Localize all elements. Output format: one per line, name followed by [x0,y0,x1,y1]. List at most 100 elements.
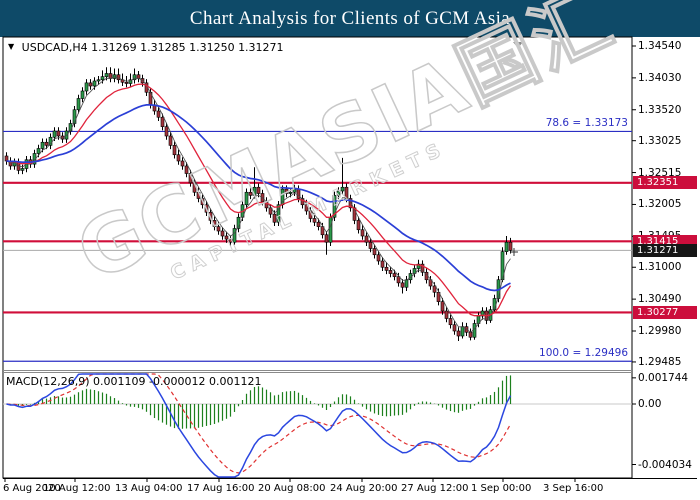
candle-body [132,74,137,81]
candle-body [432,285,437,293]
candle-body [268,207,273,215]
candle-body [348,198,353,209]
candle-body [228,238,233,243]
candle-body [368,241,373,249]
candle-body [248,191,253,196]
candle-body [76,98,81,111]
candle-body [172,145,177,156]
macd-tick-label: 0.00 [638,398,662,410]
candle-body [480,310,485,317]
candle-body [420,263,425,273]
time-tick-label: 10 Aug 12:00 [43,483,111,494]
price-badge-1.31271: 1.31271 [633,243,697,257]
candle-body [400,282,405,288]
quote-ohlc: 1.31269 1.31285 1.31250 1.31271 [91,41,284,54]
candle-body [252,186,257,196]
candle-body [324,234,329,243]
candle-body [396,276,401,284]
macd-signal-line [6,373,512,474]
candle-body [72,109,77,124]
candle-body [224,235,229,240]
candle-body [80,90,85,99]
candle-body [392,273,397,277]
symbol-label: USDCAD,H4 [21,41,88,54]
candle-body [316,221,321,227]
candle-body [196,191,201,199]
candle-body [216,226,221,232]
macd-line [6,373,512,478]
fibonacci-label-78.6: 78.6 = 1.33173 [545,117,628,130]
chevron-down-icon[interactable]: ▼ [8,42,15,51]
candle-body [380,260,385,268]
macd-indicator-label: MACD(12,26,9) 0.001109 -0.000012 0.00112… [6,375,262,388]
price-tick-label: 1.34540 [638,40,682,52]
candle-body [92,80,97,87]
candle-body [124,81,129,84]
symbol-header[interactable]: ▼ USDCAD,H4 1.31269 1.31285 1.31250 1.31… [8,41,284,54]
time-tick-label: 27 Aug 12:00 [401,483,469,494]
candle-body [372,248,377,256]
time-tick-label: 20 Aug 08:00 [258,483,326,494]
candle-body [244,191,249,206]
candle-body [308,210,313,219]
time-tick-label: 13 Aug 04:00 [115,483,183,494]
candle-body [56,130,61,137]
candle-body [160,116,165,127]
candle-body [336,190,341,196]
candle-body [440,301,445,312]
candle-body [404,279,409,288]
ma-fast-line [6,83,512,317]
candle-body [116,74,121,81]
candle-body [360,229,365,237]
candle-body [344,186,349,199]
candle-body [384,266,389,271]
price-tick-label: 1.34030 [638,71,682,84]
candle-body [364,235,369,243]
candle-body [128,79,133,84]
candle-body [284,188,289,194]
candle-body [36,148,41,154]
candle-body [168,135,173,146]
candle-body [104,73,109,77]
candle-body [40,141,45,149]
candle-body [232,228,237,243]
fibonacci-label-100.0: 100.0 = 1.29496 [539,347,628,360]
candle-body [388,270,393,274]
candle-body [416,263,421,269]
candle-body [292,188,297,193]
price-tick-label: 1.32515 [638,166,682,179]
candle-body [100,76,105,81]
candle-body [508,241,513,251]
candle-body [444,310,449,319]
candle-body [164,126,169,137]
candle-body [84,82,89,92]
time-tick-label: 3 Sep 16:00 [543,483,604,494]
candle-body [44,141,49,146]
candle-body [504,241,509,252]
candle-body [204,204,209,213]
candle-body [184,165,189,174]
candle-body [212,220,217,227]
page-title: Chart Analysis for Clients of GCM Asia [189,8,511,29]
candle-body [188,173,193,184]
candle-body [180,160,185,167]
candle-body [220,230,225,237]
candle-body [436,291,441,302]
candle-body [320,226,325,236]
candle-body [32,153,37,165]
candle-body [52,130,57,138]
time-tick-label: 17 Aug 16:00 [187,483,255,494]
candle-body [356,220,361,231]
candle-body [456,330,461,337]
candle-body [304,204,309,212]
price-tick-label: 1.29485 [638,355,682,368]
candle-body [452,324,457,332]
candle-body [460,326,465,337]
candle-body [276,204,281,223]
candle-body [20,168,25,171]
price-tick-label: 1.32005 [638,198,682,211]
candle-body [208,211,213,221]
price-tick-label: 1.33025 [638,134,682,147]
